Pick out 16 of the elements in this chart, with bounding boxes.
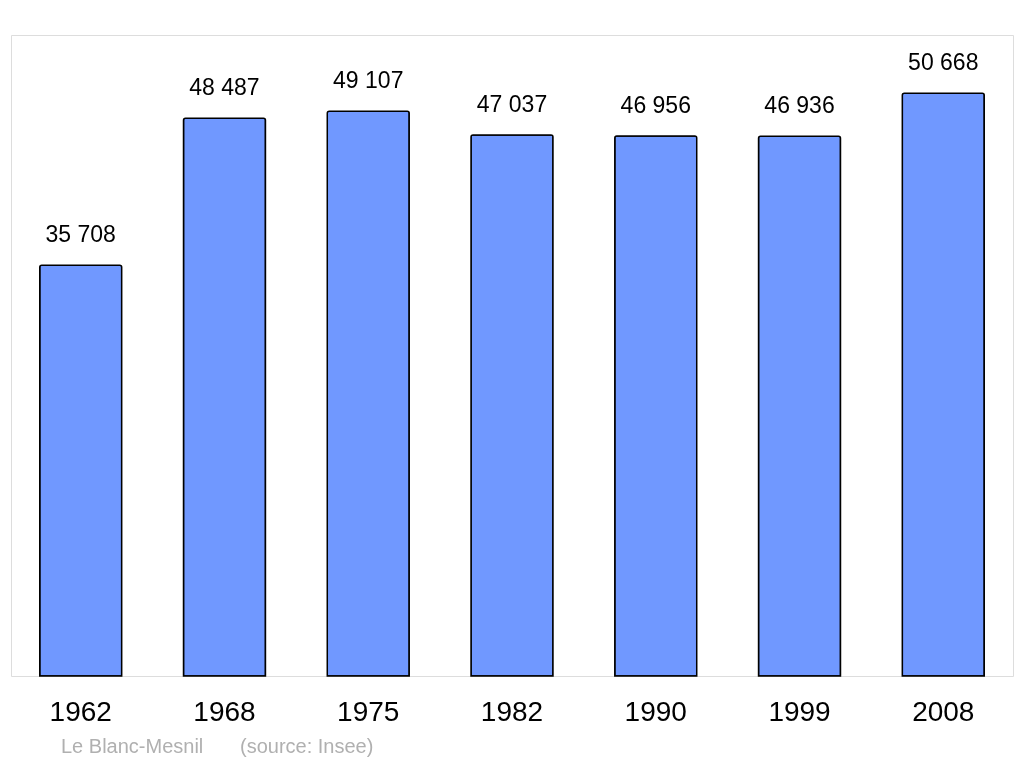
- data-label: 50 668: [908, 49, 979, 76]
- data-label: 46 936: [764, 92, 835, 119]
- data-label: 35 708: [45, 221, 116, 248]
- text: Le Blanc-Mesnil: [61, 735, 204, 757]
- x-tick-label: 1999: [768, 695, 831, 727]
- data-label: 48 487: [189, 74, 260, 101]
- x-tick-label: 1968: [193, 695, 256, 727]
- x-tick-label: 2008: [912, 695, 975, 727]
- data-label: 49 107: [333, 67, 404, 94]
- text: (source: Insee): [240, 735, 374, 757]
- data-label: 47 037: [476, 91, 548, 118]
- x-tick-label: 1990: [624, 695, 687, 727]
- x-tick-label: 1975: [337, 695, 400, 727]
- x-tick-label: 1982: [480, 695, 544, 727]
- x-tick-label: 1962: [49, 695, 112, 727]
- data-label: 46 956: [620, 91, 691, 118]
